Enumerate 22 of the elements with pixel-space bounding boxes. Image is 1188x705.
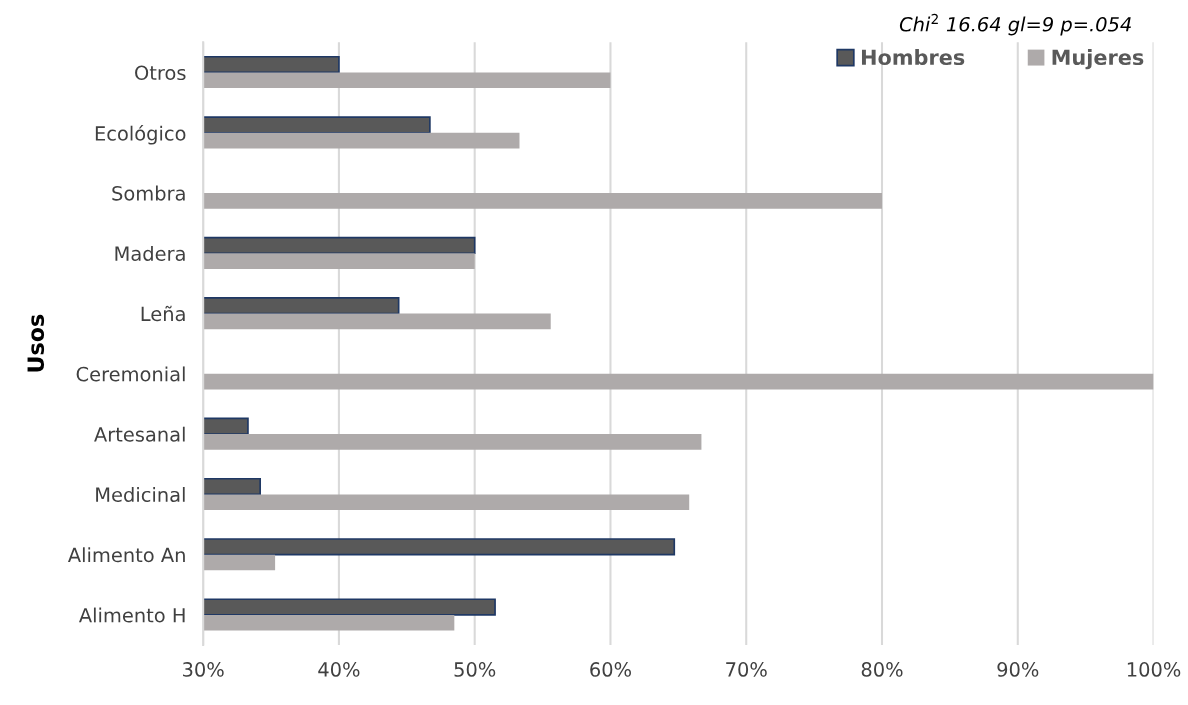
y-tick-label: Alimento H: [78, 607, 185, 623]
y-tick-label: Otros: [135, 65, 186, 81]
legend-label: Mujeres: [1052, 48, 1144, 70]
y-tick-label: Medicinal: [96, 486, 185, 503]
x-tick-label: 80%: [861, 662, 903, 677]
y-tick-label: Alimento An: [67, 547, 185, 563]
x-tick-label: 30%: [183, 662, 224, 677]
x-tick-label: 50%: [454, 662, 496, 677]
y-tick-label: Sombra: [112, 185, 185, 201]
legend-label: Hombres: [861, 48, 965, 66]
text: Chi$^{2}$ 16.64 gl=9 p=.054: [899, 13, 1131, 36]
x-tick-label: 40%: [318, 662, 360, 677]
y-tick-label: Artesanal: [94, 426, 185, 442]
x-tick-label: 90%: [997, 662, 1039, 677]
y-tick-label: Madera: [115, 245, 185, 261]
y-tick-label: Ecológico: [95, 124, 186, 145]
y-tick-label: Leña: [141, 305, 185, 322]
x-tick-label: 60%: [590, 662, 631, 677]
x-tick-label: 70%: [726, 662, 767, 677]
y-tick-label: Ceremonial: [76, 366, 185, 382]
x-tick-label: 100%: [1127, 662, 1181, 677]
y-axis-title: Usos: [27, 314, 45, 372]
